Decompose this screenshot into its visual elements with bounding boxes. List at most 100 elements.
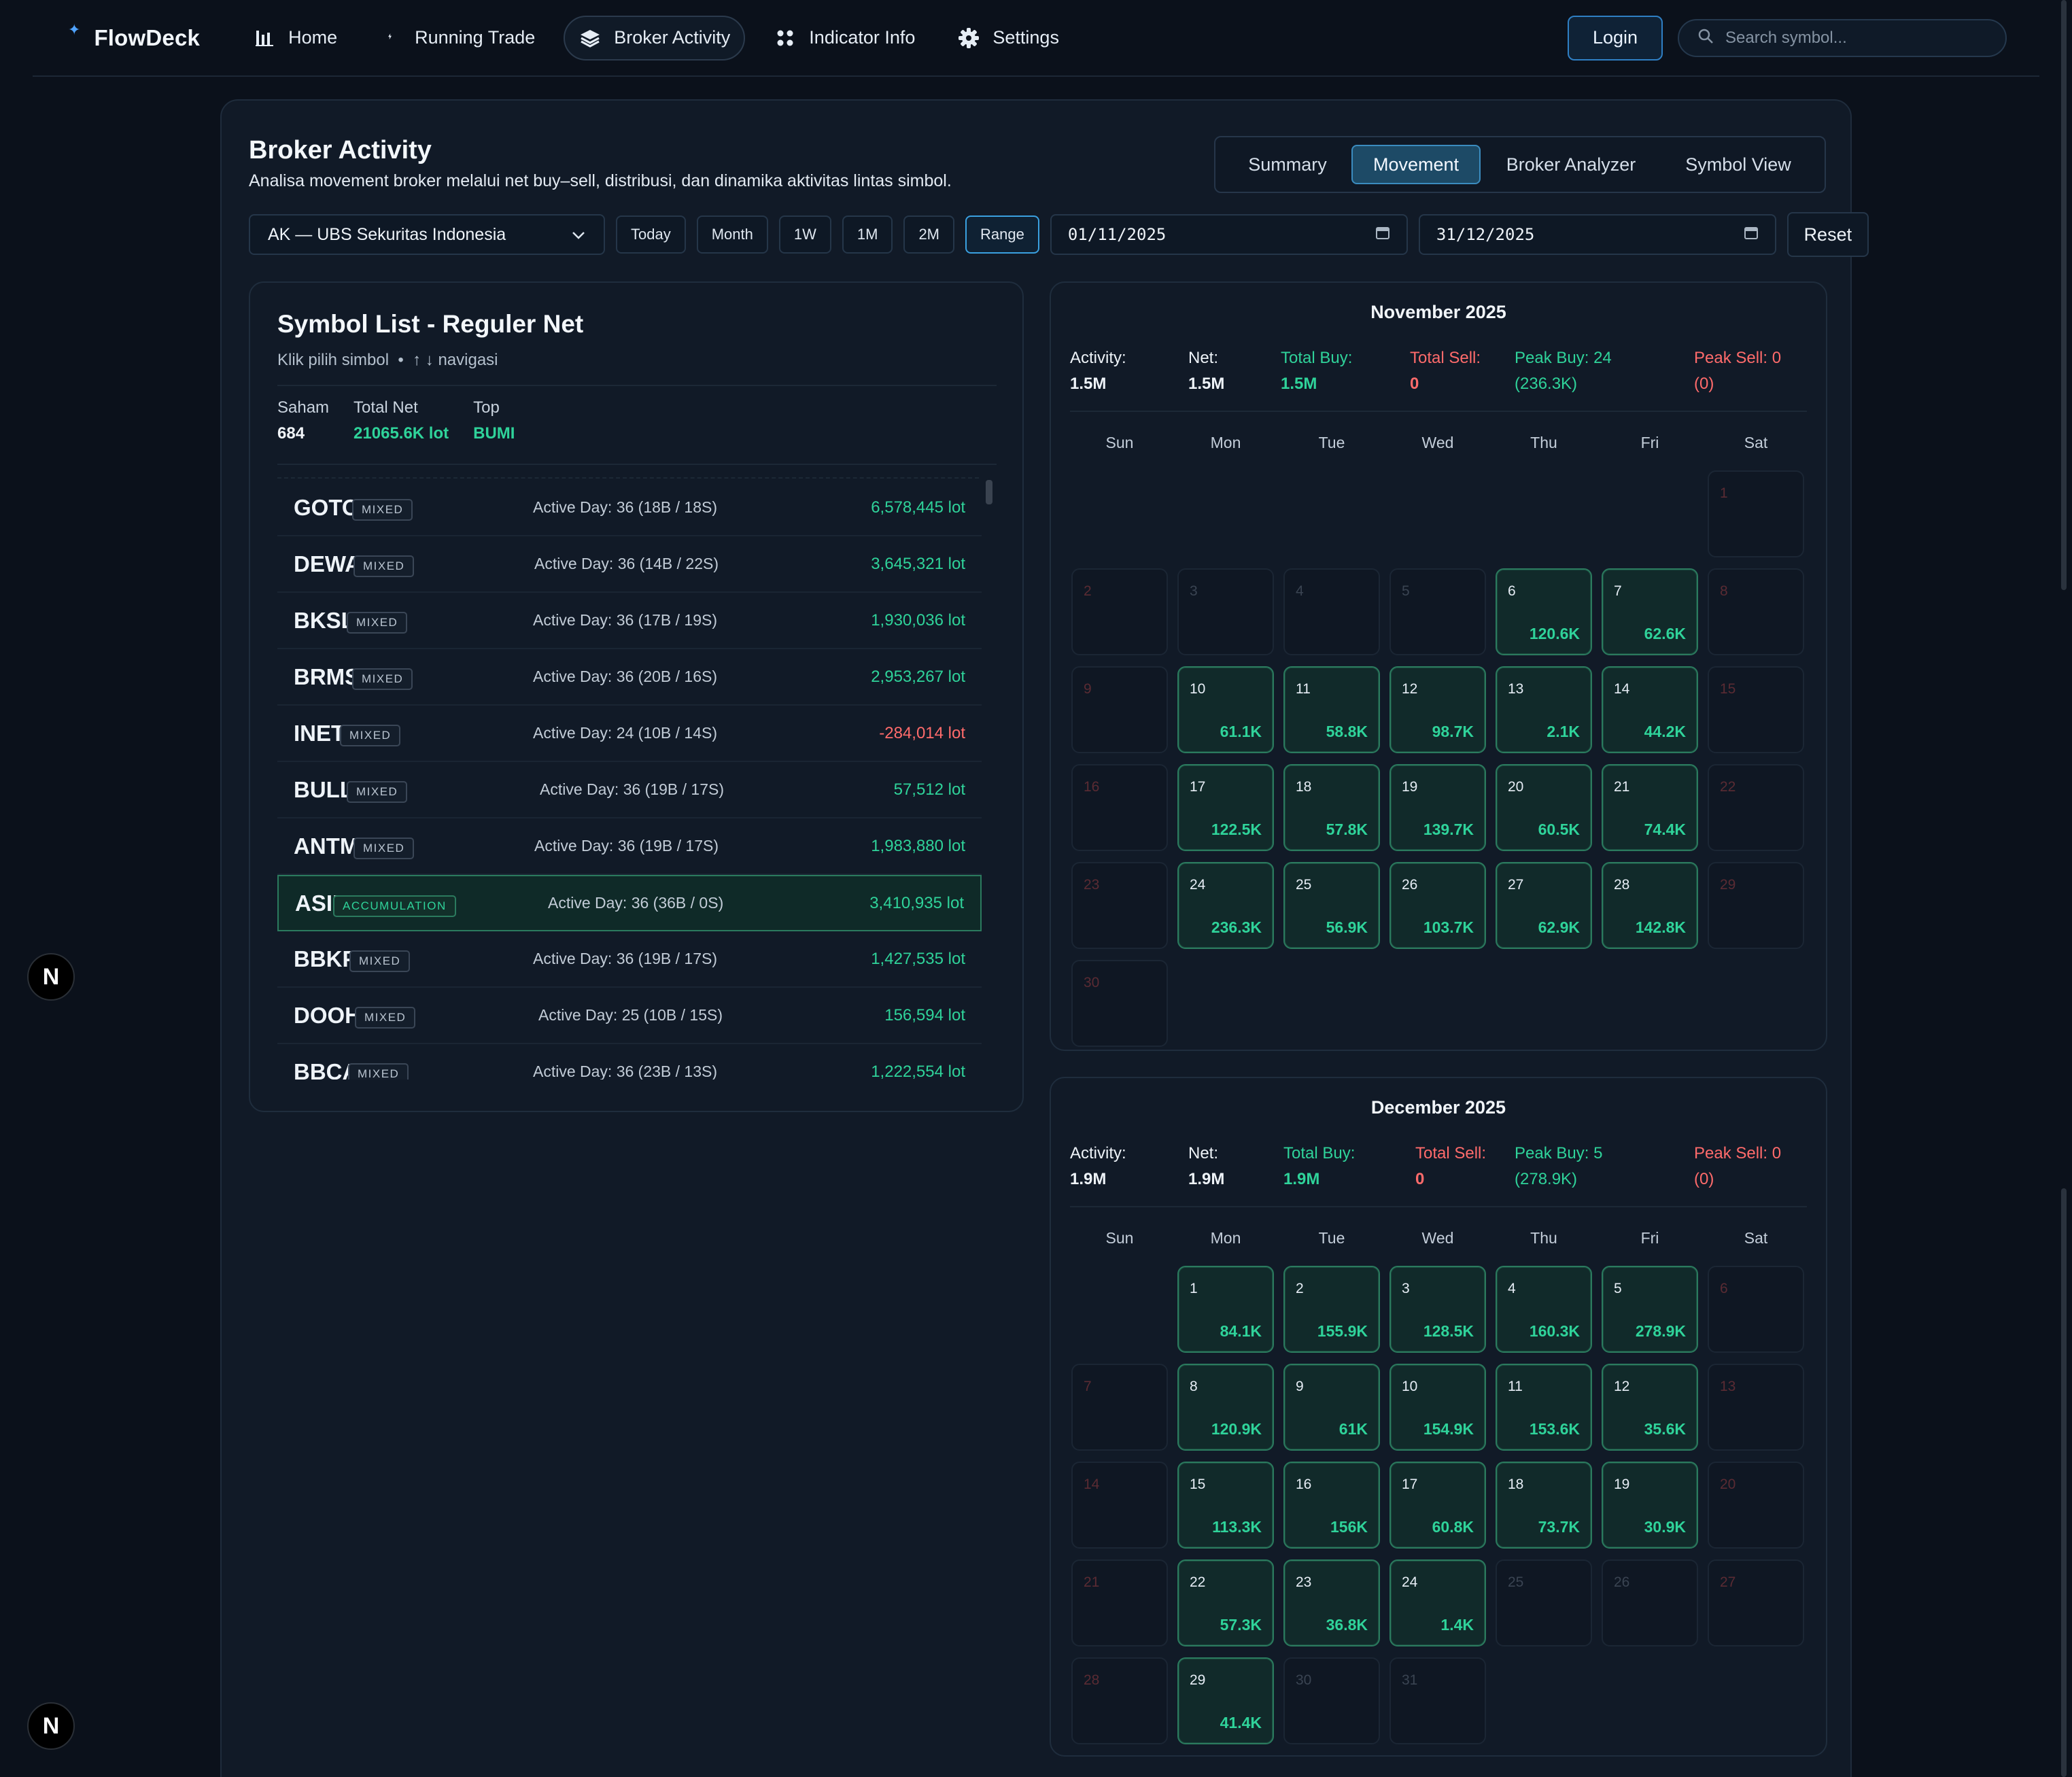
calendar-day-cell[interactable]: 24 1.4K (1389, 1559, 1486, 1646)
calendar-day-cell[interactable]: 25 (1496, 1559, 1592, 1646)
calendar-day-cell[interactable]: 25 56.9K (1283, 862, 1380, 949)
calendar-day-cell[interactable]: 6 120.6K (1496, 568, 1592, 655)
calendar-day-cell[interactable]: 20 (1708, 1462, 1804, 1549)
broker-select[interactable]: AK — UBS Sekuritas Indonesia (249, 214, 605, 255)
scrollbar-thumb[interactable] (2061, 0, 2067, 590)
date-from-input[interactable]: 01/11/2025 (1050, 214, 1408, 255)
brand[interactable]: ✦ FlowDeck (68, 21, 200, 51)
symbol-row[interactable]: DOOH MIXED Active Day: 25 (10B / 15S) 156,5… (277, 988, 982, 1044)
calendar-day-cell[interactable]: 26 103.7K (1389, 862, 1486, 949)
calendar-day-cell[interactable]: 13 2.1K (1496, 666, 1592, 753)
calendar-day-cell[interactable]: 4 (1283, 568, 1380, 655)
calendar-day-cell[interactable]: 16 (1071, 764, 1168, 851)
symbol-row[interactable]: INET MIXED Active Day: 24 (10B / 14S) -284,… (277, 706, 982, 762)
calendar-day-cell[interactable]: 1 (1708, 470, 1804, 557)
calendar-day-cell[interactable]: 21 (1071, 1559, 1168, 1646)
tab-movement[interactable]: Movement (1351, 145, 1481, 184)
calendar-day-cell[interactable]: 5 278.9K (1602, 1266, 1698, 1353)
calendar-day-cell[interactable]: 12 35.6K (1602, 1364, 1698, 1451)
calendar-day-cell[interactable]: 11 153.6K (1496, 1364, 1592, 1451)
calendar-day-cell[interactable]: 2 (1071, 568, 1168, 655)
list-scrollbar-thumb[interactable] (986, 480, 992, 504)
symbol-row[interactable]: BBCA MIXED Active Day: 36 (23B / 13S) 1,222… (277, 1044, 982, 1080)
tab-summary[interactable]: Summary (1248, 154, 1327, 175)
calendar-day-cell[interactable]: 29 41.4K (1177, 1657, 1274, 1744)
calendar-day-cell[interactable]: 23 (1071, 862, 1168, 949)
calendar-day-cell[interactable]: 16 156K (1283, 1462, 1380, 1549)
preset-today[interactable]: Today (616, 215, 686, 254)
calendar-day-cell[interactable]: 9 (1071, 666, 1168, 753)
calendar-day-cell[interactable]: 11 58.8K (1283, 666, 1380, 753)
stat-value[interactable]: BUMI (473, 424, 515, 443)
nav-item-home[interactable]: Home (239, 16, 351, 61)
calendar-day-cell[interactable]: 8 120.9K (1177, 1364, 1274, 1451)
preset-month[interactable]: Month (696, 215, 768, 254)
tab-symbol-view[interactable]: Symbol View (1685, 154, 1791, 175)
floating-n-badge[interactable]: N (27, 953, 75, 1001)
calendar-day-cell[interactable]: 22 (1708, 764, 1804, 851)
date-to-input[interactable]: 31/12/2025 (1418, 214, 1776, 255)
symbol-row[interactable]: ANTM MIXED Active Day: 36 (19B / 17S) 1,983… (277, 818, 982, 875)
calendar-day-cell[interactable]: 15 113.3K (1177, 1462, 1274, 1549)
calendar-day-cell[interactable]: 12 98.7K (1389, 666, 1486, 753)
nav-item-broker-activity[interactable]: Broker Activity (564, 15, 746, 61)
calendar-day-cell[interactable]: 8 (1708, 568, 1804, 655)
calendar-day-cell[interactable]: 14 (1071, 1462, 1168, 1549)
calendar-day-cell[interactable]: 30 (1283, 1657, 1380, 1744)
preset-range[interactable]: Range (965, 215, 1039, 254)
calendar-day-cell[interactable]: 22 57.3K (1177, 1559, 1274, 1646)
calendar-day-cell[interactable]: 10 154.9K (1389, 1364, 1486, 1451)
nav-item-settings[interactable]: Settings (944, 16, 1073, 61)
search-input[interactable] (1725, 28, 1997, 48)
reset-button[interactable]: Reset (1786, 212, 1869, 257)
calendar-day-cell[interactable]: 17 60.8K (1389, 1462, 1486, 1549)
calendar-day-cell[interactable]: 18 57.8K (1283, 764, 1380, 851)
symbol-row[interactable]: GOTO MIXED Active Day: 36 (18B / 18S) 6,578… (277, 480, 982, 536)
calendar-day-cell[interactable]: 10 61.1K (1177, 666, 1274, 753)
search-box[interactable] (1678, 18, 2007, 57)
calendar-day-cell[interactable]: 28 (1071, 1657, 1168, 1744)
calendar-day-cell[interactable]: 27 (1708, 1559, 1804, 1646)
tab-broker-analyzer[interactable]: Broker Analyzer (1506, 154, 1636, 175)
symbol-row[interactable]: BBKP MIXED Active Day: 36 (19B / 17S) 1,427… (277, 931, 982, 988)
calendar-day-cell[interactable]: 13 (1708, 1364, 1804, 1451)
calendar-day-cell[interactable]: 29 (1708, 862, 1804, 949)
calendar-day-cell[interactable]: 19 30.9K (1602, 1462, 1698, 1549)
calendar-day-cell[interactable]: 27 62.9K (1496, 862, 1592, 949)
calendar-day-cell[interactable]: 20 60.5K (1496, 764, 1592, 851)
nav-item-running-trade[interactable]: Running Trade (366, 16, 549, 61)
calendar-day-cell[interactable]: 31 (1389, 1657, 1486, 1744)
calendar-day-cell[interactable]: 2 155.9K (1283, 1266, 1380, 1353)
calendar-day-cell[interactable]: 21 74.4K (1602, 764, 1698, 851)
floating-n-badge[interactable]: N (27, 1702, 75, 1750)
calendar-day-cell[interactable]: 26 (1602, 1559, 1698, 1646)
calendar-day-cell[interactable]: 7 (1071, 1364, 1168, 1451)
preset-1w[interactable]: 1W (778, 215, 831, 254)
calendar-day-cell[interactable]: 15 (1708, 666, 1804, 753)
calendar-day-cell[interactable]: 7 62.6K (1602, 568, 1698, 655)
calendar-day-cell[interactable]: 19 139.7K (1389, 764, 1486, 851)
calendar-day-cell[interactable]: 30 (1071, 960, 1168, 1047)
login-button[interactable]: Login (1568, 15, 1663, 61)
page-scrollbar[interactable] (2060, 0, 2068, 1777)
symbol-row[interactable]: BRMS MIXED Active Day: 36 (20B / 16S) 2,953… (277, 649, 982, 706)
calendar-day-cell[interactable]: 17 122.5K (1177, 764, 1274, 851)
calendar-day-cell[interactable]: 28 142.8K (1602, 862, 1698, 949)
nav-item-indicator-info[interactable]: Indicator Info (760, 16, 929, 61)
calendar-day-cell[interactable]: 9 61K (1283, 1364, 1380, 1451)
preset-1m[interactable]: 1M (842, 215, 893, 254)
calendar-day-cell[interactable]: 3 (1177, 568, 1274, 655)
calendar-day-cell[interactable]: 18 73.7K (1496, 1462, 1592, 1549)
scrollbar-thumb[interactable] (2061, 1188, 2067, 1777)
preset-2m[interactable]: 2M (903, 215, 954, 254)
symbol-row[interactable]: BKSL MIXED Active Day: 36 (17B / 19S) 1,930… (277, 593, 982, 649)
calendar-day-cell[interactable]: 1 84.1K (1177, 1266, 1274, 1353)
symbol-row[interactable]: ASII ACCUMULATION Active Day: 36 (36B / 0S… (277, 875, 982, 931)
symbol-row[interactable]: DEWA MIXED Active Day: 36 (14B / 22S) 3,645… (277, 536, 982, 593)
calendar-day-cell[interactable]: 24 236.3K (1177, 862, 1274, 949)
calendar-day-cell[interactable]: 23 36.8K (1283, 1559, 1380, 1646)
calendar-day-cell[interactable]: 3 128.5K (1389, 1266, 1486, 1353)
calendar-day-cell[interactable]: 14 44.2K (1602, 666, 1698, 753)
calendar-day-cell[interactable]: 5 (1389, 568, 1486, 655)
calendar-day-cell[interactable]: 4 160.3K (1496, 1266, 1592, 1353)
